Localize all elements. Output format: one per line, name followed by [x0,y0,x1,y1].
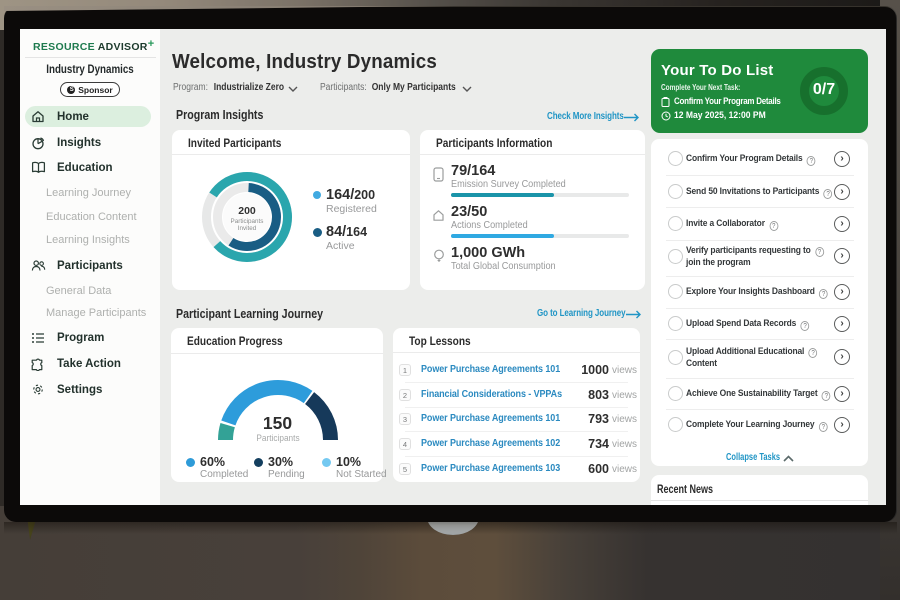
svg-text:200: 200 [238,205,256,217]
svg-text:Invited: Invited [238,225,257,232]
svg-text:Participants: Participants [231,218,264,225]
